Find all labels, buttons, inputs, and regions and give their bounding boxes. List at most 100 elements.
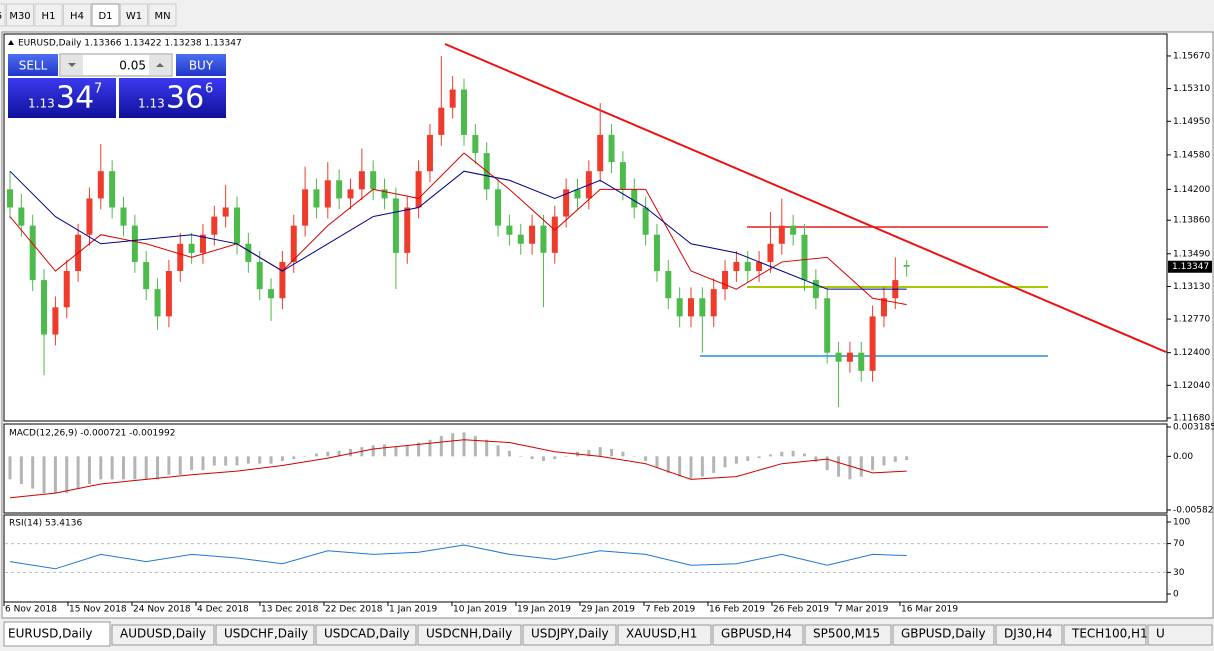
timeframe-button[interactable] (120, 3, 148, 27)
macd-bar (371, 445, 375, 457)
macd-bar (882, 456, 886, 466)
candle-body (109, 171, 116, 208)
macd-bar (451, 433, 455, 457)
candle-body (676, 298, 683, 317)
candle-body (415, 171, 422, 208)
macd-bar (746, 456, 750, 461)
rsi-pane (3, 514, 1168, 603)
candle-body (426, 134, 433, 172)
bid-big: 1.13 (28, 97, 55, 111)
macd-bar (246, 456, 250, 464)
symbol-tab-label: GBPUSD,Daily (901, 627, 986, 641)
candle-body (234, 207, 240, 244)
ask-main: 36 (166, 81, 204, 116)
macd-bar (791, 450, 795, 457)
macd-bar (848, 456, 852, 480)
candle-body (370, 171, 377, 190)
bid-box[interactable] (8, 78, 116, 118)
candle-body (472, 134, 479, 154)
macd-bar (803, 453, 806, 457)
macd-bar (337, 450, 341, 457)
macd-bar (417, 442, 421, 457)
candle-body (245, 243, 252, 262)
ask-box[interactable] (119, 78, 226, 118)
macd-bar (76, 456, 80, 489)
symbol-tab[interactable] (3, 621, 111, 647)
macd-bar (190, 456, 194, 471)
collapse-icon[interactable] (8, 40, 14, 45)
x-tick-label: 24 Nov 2018 (133, 605, 191, 615)
macd-bar (734, 456, 738, 464)
symbol-tab[interactable] (892, 624, 995, 646)
y-tick-label: 1.14950 (1173, 117, 1210, 127)
symbol-tab[interactable] (1063, 624, 1147, 646)
candle-body (392, 198, 399, 253)
timeframe-button[interactable] (34, 3, 63, 27)
timeframe-button[interactable] (91, 3, 120, 27)
rsi-tick-label: 30 (1173, 568, 1185, 578)
timeframe-button[interactable] (0, 3, 6, 27)
symbol-tab[interactable] (804, 624, 892, 646)
symbol-tab-label: U (1156, 627, 1165, 641)
candle-body (756, 261, 763, 272)
macd-bar (485, 439, 489, 457)
candle-body (131, 225, 138, 262)
macd-bar (19, 456, 23, 484)
candle-body (529, 225, 536, 244)
candle-body (733, 261, 740, 272)
candle-body (165, 271, 172, 317)
y-tick-label: 1.13130 (1173, 282, 1210, 292)
candle-body (347, 189, 354, 199)
candle-body (404, 207, 411, 253)
candle-body (801, 234, 808, 281)
symbol-tab[interactable] (417, 624, 522, 646)
macd-bar (383, 444, 387, 457)
candle-body (597, 134, 604, 172)
macd-bar (394, 447, 398, 457)
buy-button[interactable] (176, 54, 226, 76)
toolbar (0, 0, 1214, 30)
symbol-tab[interactable] (712, 624, 804, 646)
symbol-tab[interactable] (111, 624, 215, 646)
macd-bar (837, 456, 841, 477)
y-tick-label: 1.12400 (1173, 348, 1210, 358)
current-price-box (1168, 260, 1212, 273)
macd-bar (871, 456, 875, 471)
candle-body (551, 216, 558, 253)
candle-body (574, 189, 581, 199)
symbol-tab[interactable] (315, 624, 417, 646)
symbol-tab[interactable] (995, 624, 1063, 646)
macd-bar (496, 445, 500, 457)
macd-bar (144, 456, 148, 480)
macd-bar (8, 456, 12, 480)
y-tick-label: 1.14580 (1173, 150, 1210, 160)
arrow-up (156, 63, 164, 67)
lot-input[interactable] (59, 53, 173, 77)
x-tick-label: 19 Jan 2019 (517, 605, 571, 615)
timeframe-button[interactable] (148, 3, 177, 27)
macd-bar (439, 436, 443, 457)
symbol-tab-label: USDCAD,Daily (324, 627, 410, 641)
symbol-tab[interactable] (522, 624, 617, 646)
sell-button[interactable] (8, 54, 58, 76)
candle-body (313, 189, 320, 208)
macd-bar (655, 456, 659, 468)
x-tick-label: 6 Nov 2018 (5, 605, 57, 615)
symbol-tab[interactable] (617, 624, 712, 646)
macd-bar (519, 456, 523, 457)
symbol-tab[interactable] (215, 624, 315, 646)
candle-body (642, 207, 649, 235)
candle-body (846, 352, 853, 362)
y-tick-label: 1.12040 (1173, 381, 1210, 391)
candle-body (290, 225, 297, 262)
symbol-tab[interactable] (1147, 624, 1213, 646)
candle-body (188, 243, 195, 253)
macd-bar (814, 456, 818, 462)
timeframe-button[interactable] (6, 3, 34, 27)
x-tick-label: 22 Dec 2018 (325, 605, 383, 615)
macd-bar (269, 456, 273, 464)
candle-body (880, 298, 887, 317)
timeframe-button[interactable] (63, 3, 91, 27)
rsi-tick-label: 100 (1173, 518, 1190, 528)
